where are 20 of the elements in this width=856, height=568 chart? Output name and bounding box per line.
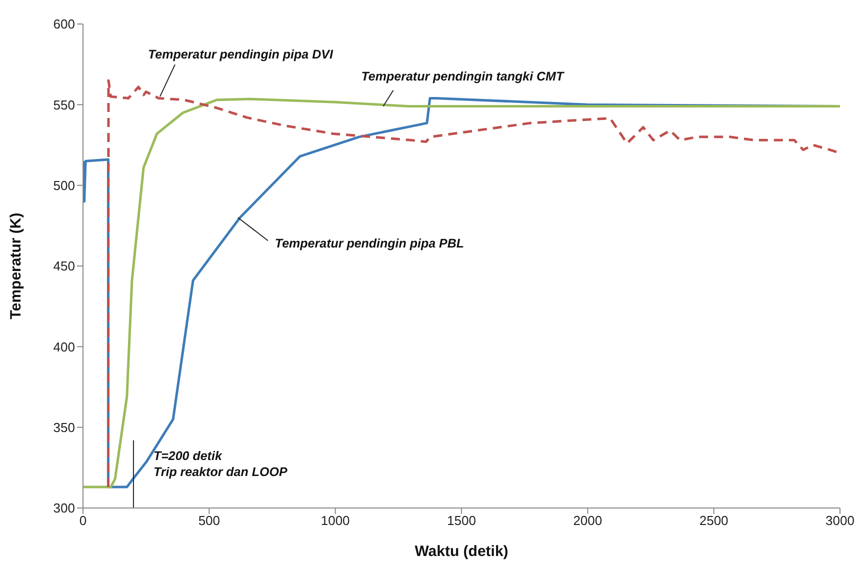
x-tick-label: 1500 xyxy=(447,513,476,528)
y-tick-label: 400 xyxy=(53,339,75,354)
annotation: Temperatur pendingin pipa DVI xyxy=(148,48,334,62)
y-tick-label: 550 xyxy=(53,97,75,112)
y-axis-title: Temperatur (K) xyxy=(7,212,24,320)
annotation: Temperatur pendingin pipa PBL xyxy=(274,236,464,251)
annotation: Temperatur pendingin tangki CMT xyxy=(361,69,565,84)
x-tick-label: 1000 xyxy=(320,513,350,528)
y-tick-label: 450 xyxy=(53,258,75,274)
x-tick-label: 3000 xyxy=(826,513,854,528)
ref-line-label: T=200 detik Trip reaktor dan LOOP xyxy=(153,449,288,480)
x-axis-title: Waktu (detik) xyxy=(414,543,508,560)
y-tick-label: 500 xyxy=(53,178,75,193)
y-tick-label: 300 xyxy=(53,500,75,516)
x-tick-label: 500 xyxy=(198,513,220,528)
y-tick-label: 350 xyxy=(53,420,75,435)
y-tick-label: 600 xyxy=(53,16,75,32)
x-tick-label: 2000 xyxy=(573,513,602,528)
x-tick-label: 0 xyxy=(79,513,87,528)
x-tick-label: 2500 xyxy=(699,513,728,528)
